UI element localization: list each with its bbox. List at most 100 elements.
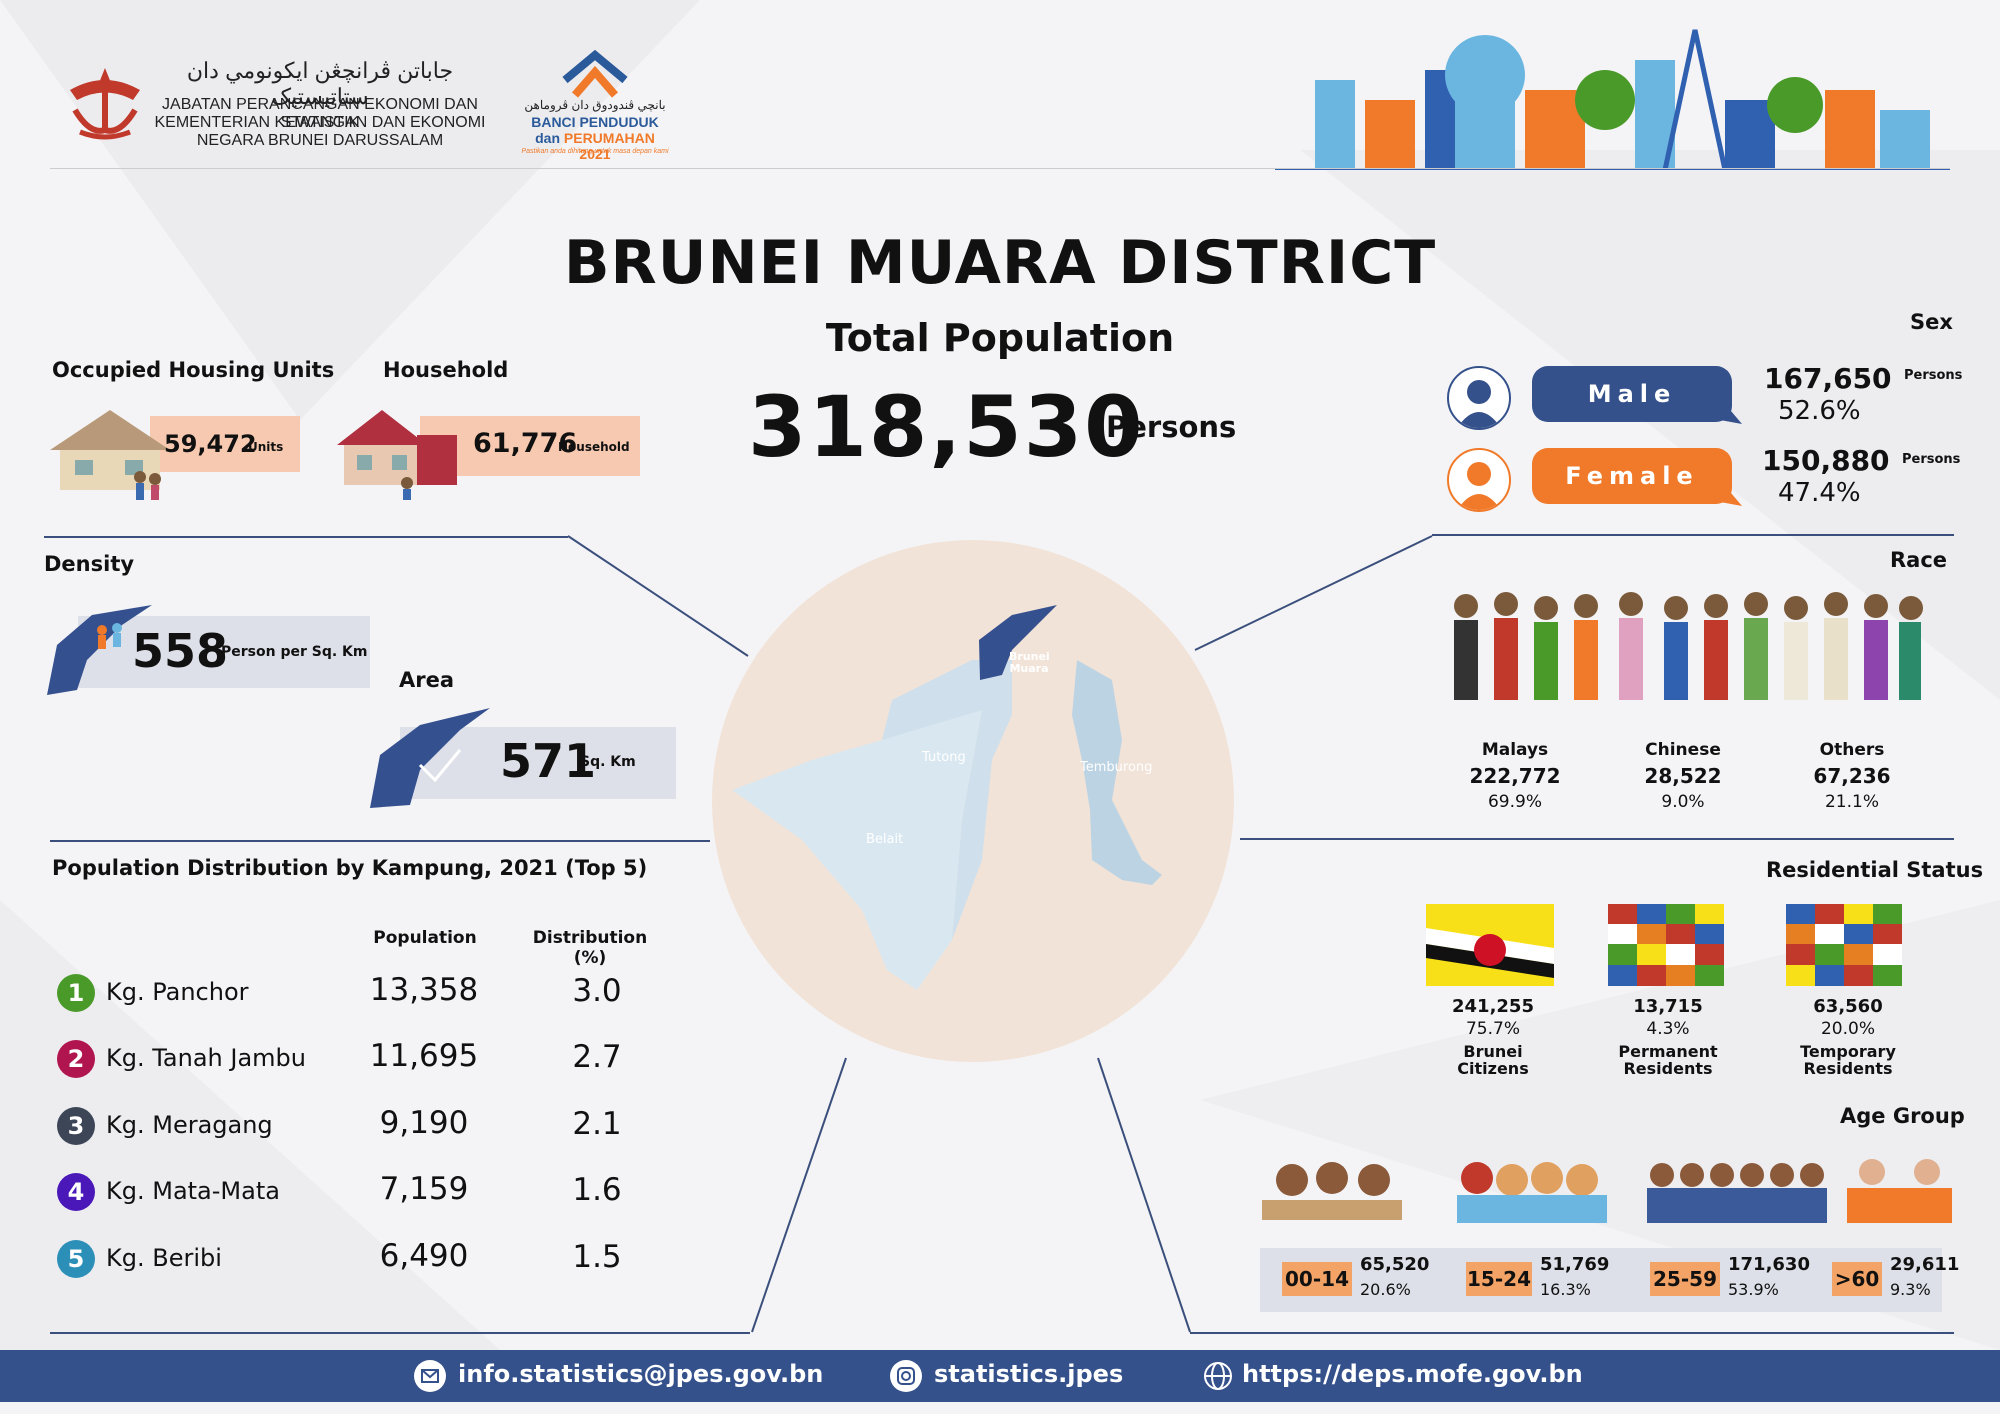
race-group-chinese: Chinese 28,522 9.0% xyxy=(1618,740,1748,812)
area-label: Area xyxy=(399,668,455,692)
density-value: 558 xyxy=(132,624,229,678)
dept-line3: NEGARA BRUNEI DARUSSALAM xyxy=(196,132,444,149)
page-title: BRUNEI MUARA DISTRICT xyxy=(563,228,1437,298)
col-population: Population xyxy=(373,928,477,948)
census-dan: dan xyxy=(535,130,564,146)
city-skyline-illustration xyxy=(1275,29,1950,170)
rank-badge: 4 xyxy=(57,1173,95,1211)
dept-line1: JABATAN PERANCANGAN EKONOMI DAN STATISTI… xyxy=(162,96,478,131)
residential-name-line1: Permanent xyxy=(1618,1042,1718,1061)
kampung-name: Kg. Beribi xyxy=(106,1244,222,1272)
age-pct: 16.3% xyxy=(1540,1280,1591,1299)
housing-value: 59,472 xyxy=(164,430,257,458)
age-label: Age Group xyxy=(1840,1104,1965,1128)
kampung-title: Population Distribution by Kampung, 2021… xyxy=(52,856,648,880)
footer-website[interactable]: https://deps.mofe.gov.bn xyxy=(1242,1360,1583,1388)
residential-name-line1: Temporary xyxy=(1800,1042,1896,1061)
household-unit: Household xyxy=(558,440,630,454)
map-label-belait: Belait xyxy=(866,832,904,847)
race-label: Race xyxy=(1890,548,1948,572)
age-value: 29,611 xyxy=(1890,1254,1960,1275)
household-value: 61,776 xyxy=(473,428,578,459)
residential-pct: 20.0% xyxy=(1820,1019,1875,1039)
race-name: Malays xyxy=(1481,740,1549,760)
age-pct: 9.3% xyxy=(1890,1280,1931,1299)
census-arabic: بانچي ڤندودوق دان ڤروماهن xyxy=(524,98,666,112)
footer: info.statistics@jpes.gov.bn statistics.j… xyxy=(0,1350,2000,1402)
age-range-badge: 00-14 xyxy=(1282,1262,1352,1296)
kampung-population: 13,358 xyxy=(369,972,479,1008)
divider-left-bottom xyxy=(50,1332,750,1334)
footer-instagram[interactable]: statistics.jpes xyxy=(934,1360,1124,1388)
age-value: 51,769 xyxy=(1540,1254,1610,1275)
divider-left-mid xyxy=(50,840,710,842)
female-pill: Female xyxy=(1532,448,1732,504)
residential-group: 13,715 4.3% Permanent Residents xyxy=(1600,996,1736,1077)
kampung-population: 11,695 xyxy=(369,1038,479,1074)
residential-label: Residential Status xyxy=(1766,858,1984,882)
race-value: 28,522 xyxy=(1644,764,1722,788)
sex-label: Sex xyxy=(1910,310,1953,334)
residential-name-line2: Citizens xyxy=(1457,1059,1529,1078)
rank-badge: 1 xyxy=(57,974,95,1012)
housing-unit: Units xyxy=(248,440,284,454)
rank-badge: 5 xyxy=(57,1240,95,1278)
housing-label: Occupied Housing Units xyxy=(52,358,335,382)
age-value: 171,630 xyxy=(1728,1254,1810,1275)
residential-value: 63,560 xyxy=(1813,996,1883,1017)
area-map-icon xyxy=(370,708,490,808)
density-unit: Person per Sq. Km xyxy=(221,644,368,660)
male-unit: Persons xyxy=(1904,368,1963,383)
brunei-map xyxy=(712,540,1234,1062)
residential-pct: 4.3% xyxy=(1646,1019,1690,1039)
rank-badge: 2 xyxy=(57,1040,95,1078)
census-perumahan: PERUMAHAN 2021 xyxy=(563,130,655,162)
footer-email[interactable]: info.statistics@jpes.gov.bn xyxy=(458,1360,824,1388)
age-group-people-illustration xyxy=(1262,1159,1952,1223)
area-unit: Sq. Km xyxy=(580,754,636,770)
residential-group: 63,560 20.0% Temporary Residents xyxy=(1780,996,1916,1077)
residential-group: 241,255 75.7% Brunei Citizens xyxy=(1425,996,1561,1077)
age-pct: 53.9% xyxy=(1728,1280,1779,1299)
race-group-malays: Malays 222,772 69.9% xyxy=(1450,740,1580,812)
kampung-distribution: 3.0 xyxy=(572,973,622,1009)
dept-line2: KEMENTERIAN KEWANGAN DAN EKONOMI xyxy=(154,114,486,131)
density-map-icon xyxy=(47,605,152,695)
kampung-distribution: 1.5 xyxy=(572,1239,622,1275)
male-avatar-icon xyxy=(1447,366,1511,430)
world-flags-temporary xyxy=(1786,904,1902,986)
email-icon xyxy=(414,1360,446,1392)
kampung-distribution: 2.1 xyxy=(572,1106,622,1142)
census-house-logo xyxy=(562,50,628,98)
kampung-population: 7,159 xyxy=(379,1171,469,1207)
people-diversity-illustration xyxy=(1454,592,1923,700)
kampung-population: 9,190 xyxy=(379,1105,469,1141)
dept-arabic: جاباتن ڤرانچڠن ايکونومي دان ستاتيستيک xyxy=(186,58,454,109)
total-population-unit: Persons xyxy=(1106,410,1237,444)
map-label-brunei-muara: Brunei Muara xyxy=(1009,650,1050,675)
age-value: 65,520 xyxy=(1360,1254,1430,1275)
residential-value: 13,715 xyxy=(1633,996,1703,1017)
kampung-name: Kg. Tanah Jambu xyxy=(106,1044,306,1072)
kampung-distribution: 2.7 xyxy=(572,1039,622,1075)
female-unit: Persons xyxy=(1902,452,1961,467)
male-pill-tail xyxy=(1720,398,1742,424)
kampung-distribution: 1.6 xyxy=(572,1172,622,1208)
race-value: 67,236 xyxy=(1813,764,1891,788)
household-label: Household xyxy=(383,358,509,382)
age-range-badge: 25-59 xyxy=(1650,1262,1720,1296)
age-group-panel xyxy=(1260,1248,1942,1312)
total-population-label: Total Population xyxy=(825,316,1175,360)
age-range-badge: 15-24 xyxy=(1466,1262,1532,1296)
male-pct: 52.6% xyxy=(1778,396,1861,426)
brunei-flag xyxy=(1426,904,1554,986)
residential-name-line2: Residents xyxy=(1623,1059,1713,1078)
age-range-badge: >60 xyxy=(1832,1262,1882,1296)
census-tagline: Pastikan anda dihitung untuk masa depan … xyxy=(521,148,669,155)
divider-right-top xyxy=(1432,534,1954,536)
divider-right-bottom xyxy=(1190,1332,1954,1334)
race-pct: 69.9% xyxy=(1487,792,1542,812)
race-value: 222,772 xyxy=(1469,764,1561,788)
